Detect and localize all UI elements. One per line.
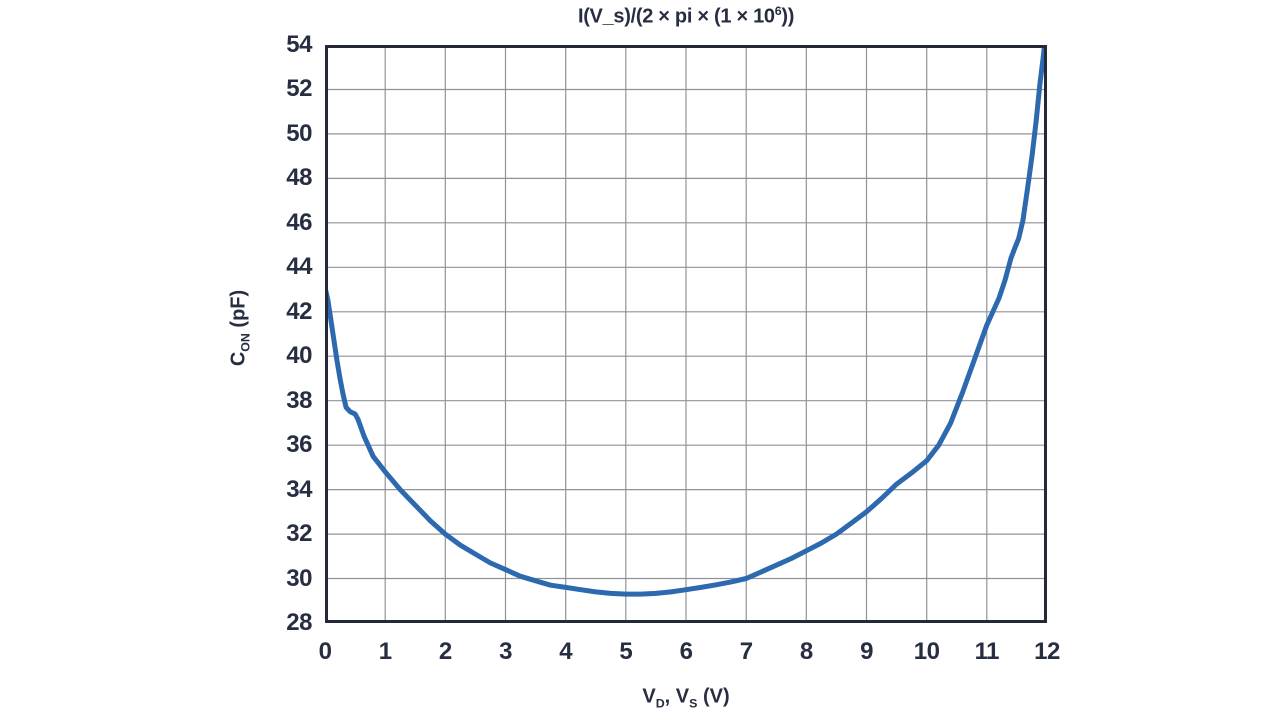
- y-tick-label: 50: [286, 119, 312, 147]
- x-tick-label: 3: [499, 638, 512, 665]
- chart-title-superscript: 6: [774, 4, 782, 18]
- y-tick-label: 44: [286, 253, 312, 281]
- x-tick-label: 4: [559, 638, 573, 665]
- y-tick-label: 30: [286, 564, 312, 592]
- y-tick-label: 42: [286, 297, 312, 325]
- x-tick-label: 1: [378, 638, 392, 665]
- x-tick-label: 12: [1034, 638, 1060, 665]
- x-tick-label: 8: [799, 638, 813, 665]
- x-axis-label-sub-s: S: [689, 696, 698, 711]
- chart-title-base: I(V_s)/(2 × pi × (1 × 10: [577, 5, 775, 28]
- x-axis-label-unit: (V): [697, 685, 730, 708]
- x-axis-label-text2: , V: [664, 685, 690, 708]
- x-tick-label: 10: [913, 638, 940, 665]
- x-tick-label: 5: [619, 638, 633, 665]
- y-axis-label-sub: ON: [238, 333, 253, 352]
- y-axis-label: CON (pF): [228, 290, 253, 366]
- y-tick-label: 34: [286, 475, 312, 503]
- y-tick-label: 48: [286, 164, 312, 192]
- y-tick-label: 54: [286, 31, 312, 58]
- plot-area: [325, 45, 1047, 623]
- y-tick-label: 40: [286, 342, 312, 370]
- x-axis-label-sub-d: D: [655, 696, 665, 711]
- x-tick-label: 6: [679, 638, 693, 665]
- y-tick-label: 32: [286, 520, 312, 548]
- chart-title-end: )): [781, 5, 795, 28]
- x-tick-label: 7: [739, 638, 753, 665]
- curve-con: [325, 45, 1047, 597]
- x-tick-label: 11: [974, 638, 1000, 665]
- y-tick-label: 36: [286, 431, 312, 459]
- y-tick-label: 38: [286, 386, 312, 414]
- plot-frame: [325, 45, 1047, 623]
- y-tick-label: 46: [286, 208, 312, 236]
- x-axis-label-text: V: [642, 685, 656, 708]
- x-tick-label: 2: [438, 638, 452, 665]
- x-axis-label: VD, VS (V): [642, 686, 729, 711]
- chart-title: I(V_s)/(2 × pi × (1 × 106)): [325, 4, 1047, 29]
- y-axis-label-text: C: [227, 351, 250, 367]
- y-tick-label: 28: [286, 609, 312, 636]
- x-tick-label: 0: [318, 638, 332, 665]
- y-tick-label: 52: [286, 75, 312, 103]
- x-tick-label: 9: [860, 638, 873, 665]
- gridlines: [325, 45, 1047, 623]
- y-axis-label-unit: (pF): [227, 289, 250, 334]
